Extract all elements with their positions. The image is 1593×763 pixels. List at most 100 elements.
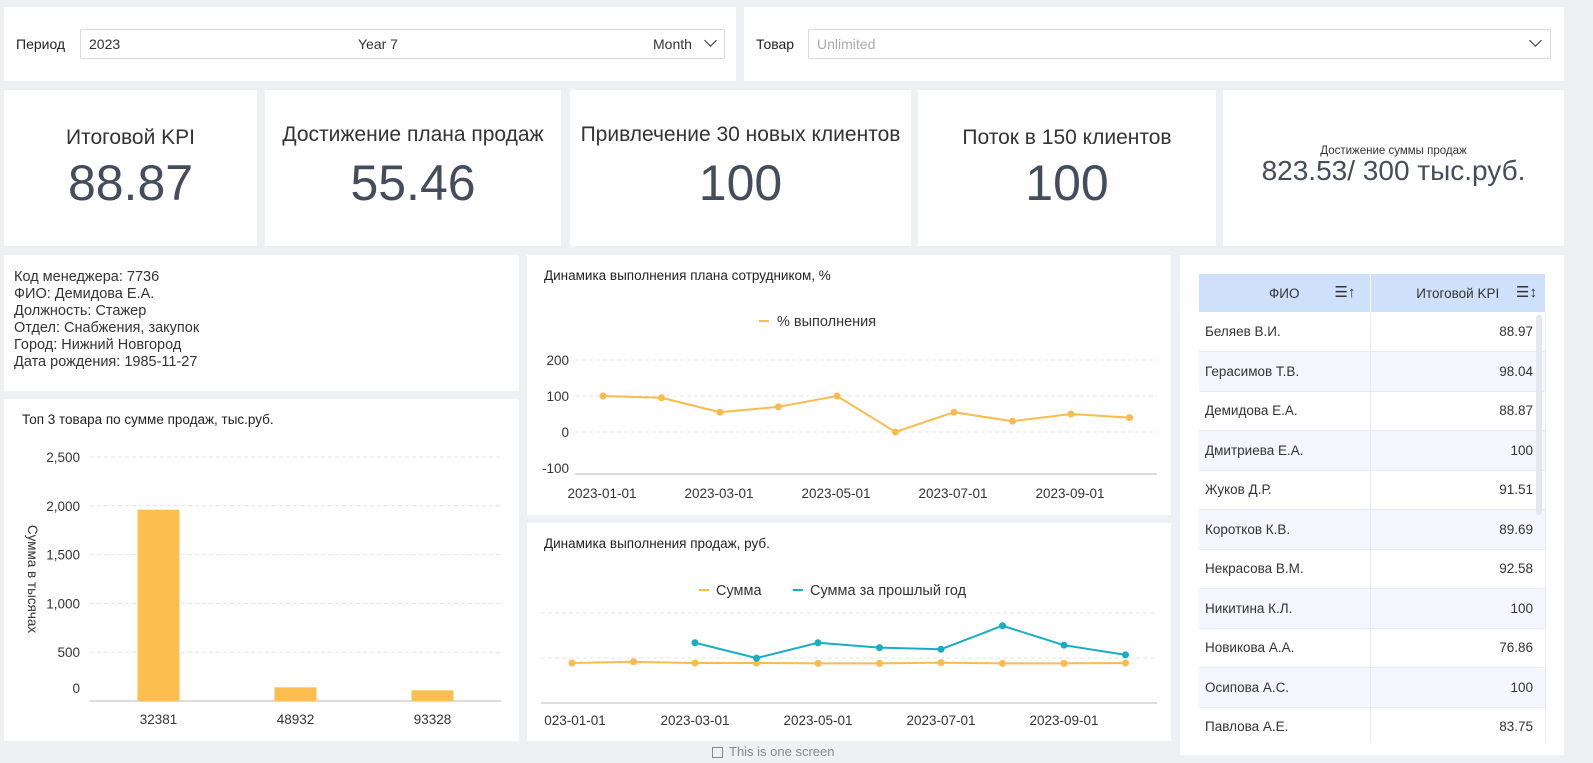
- manager-info-panel: Код менеджера: 7736 ФИО: Демидова Е.А. Д…: [4, 255, 519, 391]
- table-row[interactable]: Никитина К.Л. 100: [1199, 588, 1546, 629]
- cell-fio: Дмитриева Е.А.: [1199, 430, 1371, 471]
- data-point: [950, 408, 958, 416]
- table-row[interactable]: Жуков Д.Р. 91.51: [1199, 470, 1546, 510]
- table-row[interactable]: Беляев В.И. 88.97: [1199, 312, 1546, 352]
- cell-kpi: 88.97: [1370, 312, 1546, 352]
- kpi-value: 823.53/ 300 тыс.руб.: [1261, 155, 1526, 186]
- y-tick-label: 0: [72, 681, 80, 696]
- cell-kpi: 88.87: [1370, 391, 1546, 431]
- series-line: [694, 624, 1126, 660]
- kpi-title: Достижение суммы продаж: [1320, 145, 1467, 157]
- kpi-table-wrapper[interactable]: ФИО ☰↑ Итоговой KPI ☰↕ Беляев В.И. 88.97 Г…: [1199, 274, 1546, 742]
- footer-note: This is one screen: [729, 744, 835, 759]
- kpi-card-client-flow: Поток в 150 клиентов 100: [918, 90, 1216, 246]
- cell-kpi: 100: [1370, 667, 1546, 708]
- x-tick-label: 2023-05-01: [801, 486, 870, 501]
- top-products-bar-chart: 0 500 1,000 1,500 2,000 2,500 Сумма в тысячах 3…: [25, 450, 501, 727]
- data-point: [1009, 417, 1016, 425]
- kpi-title: Поток в 150 клиентов: [962, 126, 1172, 149]
- cell-fio: Осипова А.С.: [1199, 667, 1371, 708]
- product-select[interactable]: Unlimited: [808, 29, 1551, 59]
- kpi-card-sales-plan: Достижение плана продаж 55.46: [265, 90, 561, 246]
- period-year-value: 2023: [89, 36, 121, 52]
- table-row[interactable]: Некрасова В.М. 92.58: [1199, 549, 1546, 589]
- cell-kpi: 76.86: [1370, 628, 1546, 668]
- chevron-down-icon[interactable]: [704, 34, 717, 47]
- period-label: Период: [16, 36, 66, 52]
- x-tick-label: 2023-05-01: [783, 713, 852, 728]
- data-point: [658, 394, 665, 402]
- data-point: [937, 645, 945, 653]
- table-row[interactable]: Герасимов Т.В. 98.04: [1199, 351, 1546, 392]
- series-line: [571, 660, 1126, 665]
- manager-department: Отдел: Снабжения, закупок: [14, 320, 200, 336]
- column-header-kpi[interactable]: Итоговой KPI ☰↕: [1370, 274, 1546, 312]
- table-row[interactable]: Демидова Е.А. 88.87: [1199, 391, 1546, 431]
- period-mode-value: Year 7: [358, 36, 398, 52]
- cell-fio: Некрасова В.М.: [1199, 549, 1371, 589]
- y-tick-label: 2,500: [46, 450, 80, 465]
- x-tick-label: 023-01-01: [544, 713, 606, 728]
- cell-kpi: 89.69: [1370, 509, 1546, 550]
- kpi-value: 88.87: [67, 155, 194, 211]
- kpi-value: 100: [698, 155, 783, 211]
- sales-dynamics-chart-panel: Динамика выполнения продаж, руб. Сумма Су…: [527, 523, 1171, 741]
- column-header-fio[interactable]: ФИО ☰↑: [1199, 274, 1371, 312]
- chevron-down-icon[interactable]: [1529, 34, 1542, 47]
- cell-fio: Демидова Е.А.: [1199, 391, 1371, 431]
- kpi-value: 100: [1025, 155, 1109, 211]
- table-row[interactable]: Новикова А.А. 76.86: [1199, 628, 1546, 668]
- legend-label: Сумма за прошлый год: [810, 583, 967, 599]
- data-point: [691, 639, 699, 647]
- data-point: [1126, 414, 1133, 422]
- table-row[interactable]: Коротков К.В. 89.69: [1199, 509, 1546, 550]
- x-tick-label: 48932: [277, 712, 315, 727]
- y-tick-label: 200: [546, 353, 569, 368]
- x-tick-label: 2023-03-01: [660, 713, 729, 728]
- bar: [137, 509, 180, 701]
- cell-fio: Никитина К.Л.: [1199, 588, 1371, 629]
- kpi-title: Достижение плана продаж: [282, 123, 544, 146]
- product-placeholder: Unlimited: [817, 36, 876, 52]
- bar: [274, 687, 317, 701]
- manager-city: Город: Нижний Новгород: [14, 337, 182, 353]
- column-header-label: ФИО: [1269, 285, 1300, 301]
- chart-title: Динамика выполнения плана сотрудником, %: [544, 268, 831, 283]
- kpi-title: Итоговой KPI: [65, 126, 196, 149]
- manager-fio: ФИО: Демидова Е.А.: [14, 286, 155, 302]
- data-point: [876, 644, 883, 652]
- data-point: [814, 639, 822, 647]
- column-header-label: Итоговой KPI: [1416, 285, 1500, 301]
- y-tick-label: 100: [546, 389, 569, 404]
- data-point: [937, 659, 945, 667]
- cell-fio: Коротков К.В.: [1199, 509, 1371, 550]
- cell-kpi: 83.75: [1370, 707, 1546, 742]
- data-point: [999, 622, 1006, 630]
- data-point: [833, 392, 841, 400]
- chart-title: Динамика выполнения продаж, руб.: [544, 536, 770, 551]
- sort-icon[interactable]: ☰↑: [1334, 284, 1356, 301]
- kpi-card-sales-sum: Достижение суммы продаж 823.53/ 300 тыс.…: [1223, 90, 1564, 246]
- cell-kpi: 100: [1370, 430, 1546, 471]
- product-filter-panel: Товар Unlimited: [744, 7, 1564, 81]
- y-tick-label: 0: [561, 425, 569, 440]
- scrollbar[interactable]: [1536, 315, 1542, 515]
- cell-fio: Новикова А.А.: [1199, 628, 1371, 668]
- kpi-title: Привлечение 30 новых клиентов: [580, 123, 901, 146]
- cell-fio: Жуков Д.Р.: [1199, 470, 1371, 510]
- cell-kpi: 92.58: [1370, 549, 1546, 589]
- table-row[interactable]: Павлова А.Е. 83.75: [1199, 707, 1546, 742]
- kpi-table-panel: ФИО ☰↑ Итоговой KPI ☰↕ Беляев В.И. 88.97 Г…: [1180, 255, 1564, 755]
- data-point: [691, 659, 699, 667]
- table-row[interactable]: Дмитриева Е.А. 100: [1199, 430, 1546, 471]
- period-select[interactable]: 2023 Year 7 Month: [80, 29, 725, 59]
- x-tick-label: 32381: [140, 712, 178, 727]
- sort-icon[interactable]: ☰↕: [1516, 284, 1537, 301]
- data-point: [1060, 659, 1068, 667]
- data-point: [753, 659, 760, 667]
- kpi-card-new-clients: Привлечение 30 новых клиентов 100: [570, 90, 911, 246]
- data-point: [1067, 410, 1075, 418]
- table-row[interactable]: Осипова А.С. 100: [1199, 667, 1546, 708]
- data-point: [775, 403, 782, 411]
- data-point: [599, 392, 607, 400]
